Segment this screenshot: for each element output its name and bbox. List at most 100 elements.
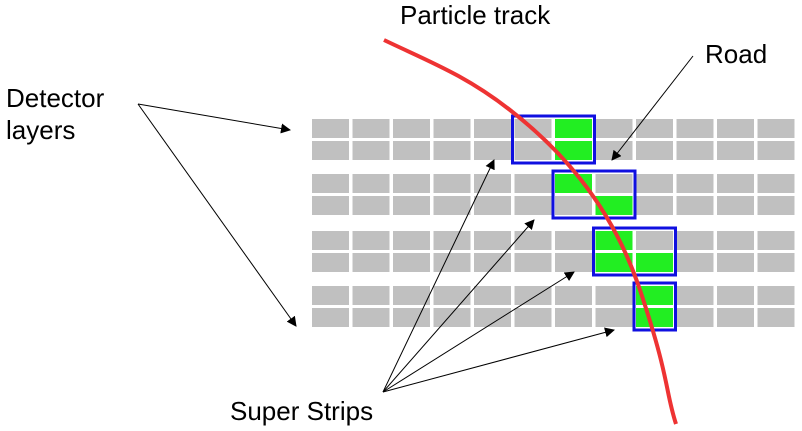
strip-cell xyxy=(676,308,714,327)
strip-cell xyxy=(757,196,795,215)
strip-cell xyxy=(514,141,552,160)
strip-cell xyxy=(555,286,592,305)
strip-cell xyxy=(312,196,349,215)
strip-cell xyxy=(595,286,633,305)
strip-cell xyxy=(474,308,511,327)
strip-cell xyxy=(555,231,592,250)
strip-cell xyxy=(757,253,795,272)
particle-track-line xyxy=(383,38,678,425)
road-box xyxy=(511,114,596,165)
strip-cell xyxy=(717,253,754,272)
strip-cell xyxy=(393,119,430,138)
strip-cell xyxy=(595,308,633,327)
strip-cell xyxy=(474,119,511,138)
strip-cell xyxy=(636,196,673,215)
strip-cell xyxy=(717,119,754,138)
strip-cell xyxy=(474,196,511,215)
strip-cell xyxy=(676,286,714,305)
strip-cell xyxy=(676,196,714,215)
strip-cell xyxy=(474,253,511,272)
annotation-arrows xyxy=(137,55,694,393)
strip-cell xyxy=(514,231,552,250)
strip-cell xyxy=(352,141,390,160)
strip-cell xyxy=(757,286,795,305)
hit-cell xyxy=(595,196,633,215)
strip-cell xyxy=(514,253,552,272)
strip-cell xyxy=(717,196,754,215)
strip-cell xyxy=(676,119,714,138)
strip-cell xyxy=(717,174,754,193)
strip-cell xyxy=(757,174,795,193)
strip-cell xyxy=(433,253,471,272)
hit-cell xyxy=(555,174,592,193)
hit-cell xyxy=(555,119,592,138)
strip-cell xyxy=(433,119,471,138)
strip-cell xyxy=(393,253,430,272)
arrow-detector-layers-top xyxy=(137,103,291,134)
strip-cell xyxy=(433,196,471,215)
strip-cell xyxy=(757,141,795,160)
strip-cell xyxy=(717,308,754,327)
strip-cell xyxy=(352,174,390,193)
strip-cell xyxy=(393,141,430,160)
strip-cell xyxy=(433,286,471,305)
detector-layers-label-line2: layers xyxy=(6,115,75,145)
strip-cell xyxy=(352,253,390,272)
strip-cell xyxy=(717,231,754,250)
strip-cell xyxy=(595,174,633,193)
strip-cell xyxy=(555,253,592,272)
strip-cell xyxy=(514,286,552,305)
arrow-super-strip-2 xyxy=(382,219,535,393)
strip-cell xyxy=(433,141,471,160)
hit-cell xyxy=(595,253,633,272)
strip-cell xyxy=(474,286,511,305)
strip-cell xyxy=(676,174,714,193)
strip-cell xyxy=(312,231,349,250)
strip-cell xyxy=(514,196,552,215)
strip-cell xyxy=(474,141,511,160)
strip-cell xyxy=(393,286,430,305)
strip-cell xyxy=(636,174,673,193)
strip-cell xyxy=(636,231,673,250)
strip-cell xyxy=(393,308,430,327)
strip-cell xyxy=(676,141,714,160)
strip-cell xyxy=(514,174,552,193)
strip-cell xyxy=(312,174,349,193)
strip-cell xyxy=(312,119,349,138)
strip-cell xyxy=(352,231,390,250)
detector-strips xyxy=(312,119,795,327)
road-box xyxy=(551,169,637,220)
arrow-super-strip-4 xyxy=(382,327,615,393)
super-strips-label: Super Strips xyxy=(230,396,373,426)
strip-cell xyxy=(757,308,795,327)
detector-layers-label-line1: Detector xyxy=(6,83,105,113)
strip-cell xyxy=(757,231,795,250)
strip-cell xyxy=(393,174,430,193)
strip-cell xyxy=(514,308,552,327)
strip-cell xyxy=(595,119,633,138)
strip-cell xyxy=(474,231,511,250)
hit-cell xyxy=(555,141,592,160)
strip-cell xyxy=(312,141,349,160)
strip-cell xyxy=(474,174,511,193)
strip-cell xyxy=(636,141,673,160)
strip-cell xyxy=(555,196,592,215)
strip-cell xyxy=(757,119,795,138)
strip-cell xyxy=(393,196,430,215)
strip-cell xyxy=(312,286,349,305)
strip-cell xyxy=(312,308,349,327)
strip-cell xyxy=(676,231,714,250)
strip-cell xyxy=(393,231,430,250)
hit-cell xyxy=(636,308,673,327)
strip-cell xyxy=(433,174,471,193)
strip-cell xyxy=(312,253,349,272)
arrow-road xyxy=(611,55,694,161)
strip-cell xyxy=(636,119,673,138)
arrow-detector-layers-bottom xyxy=(137,103,297,327)
strip-cell xyxy=(717,141,754,160)
strip-cell xyxy=(352,119,390,138)
strip-cell xyxy=(555,308,592,327)
strip-cell xyxy=(433,308,471,327)
